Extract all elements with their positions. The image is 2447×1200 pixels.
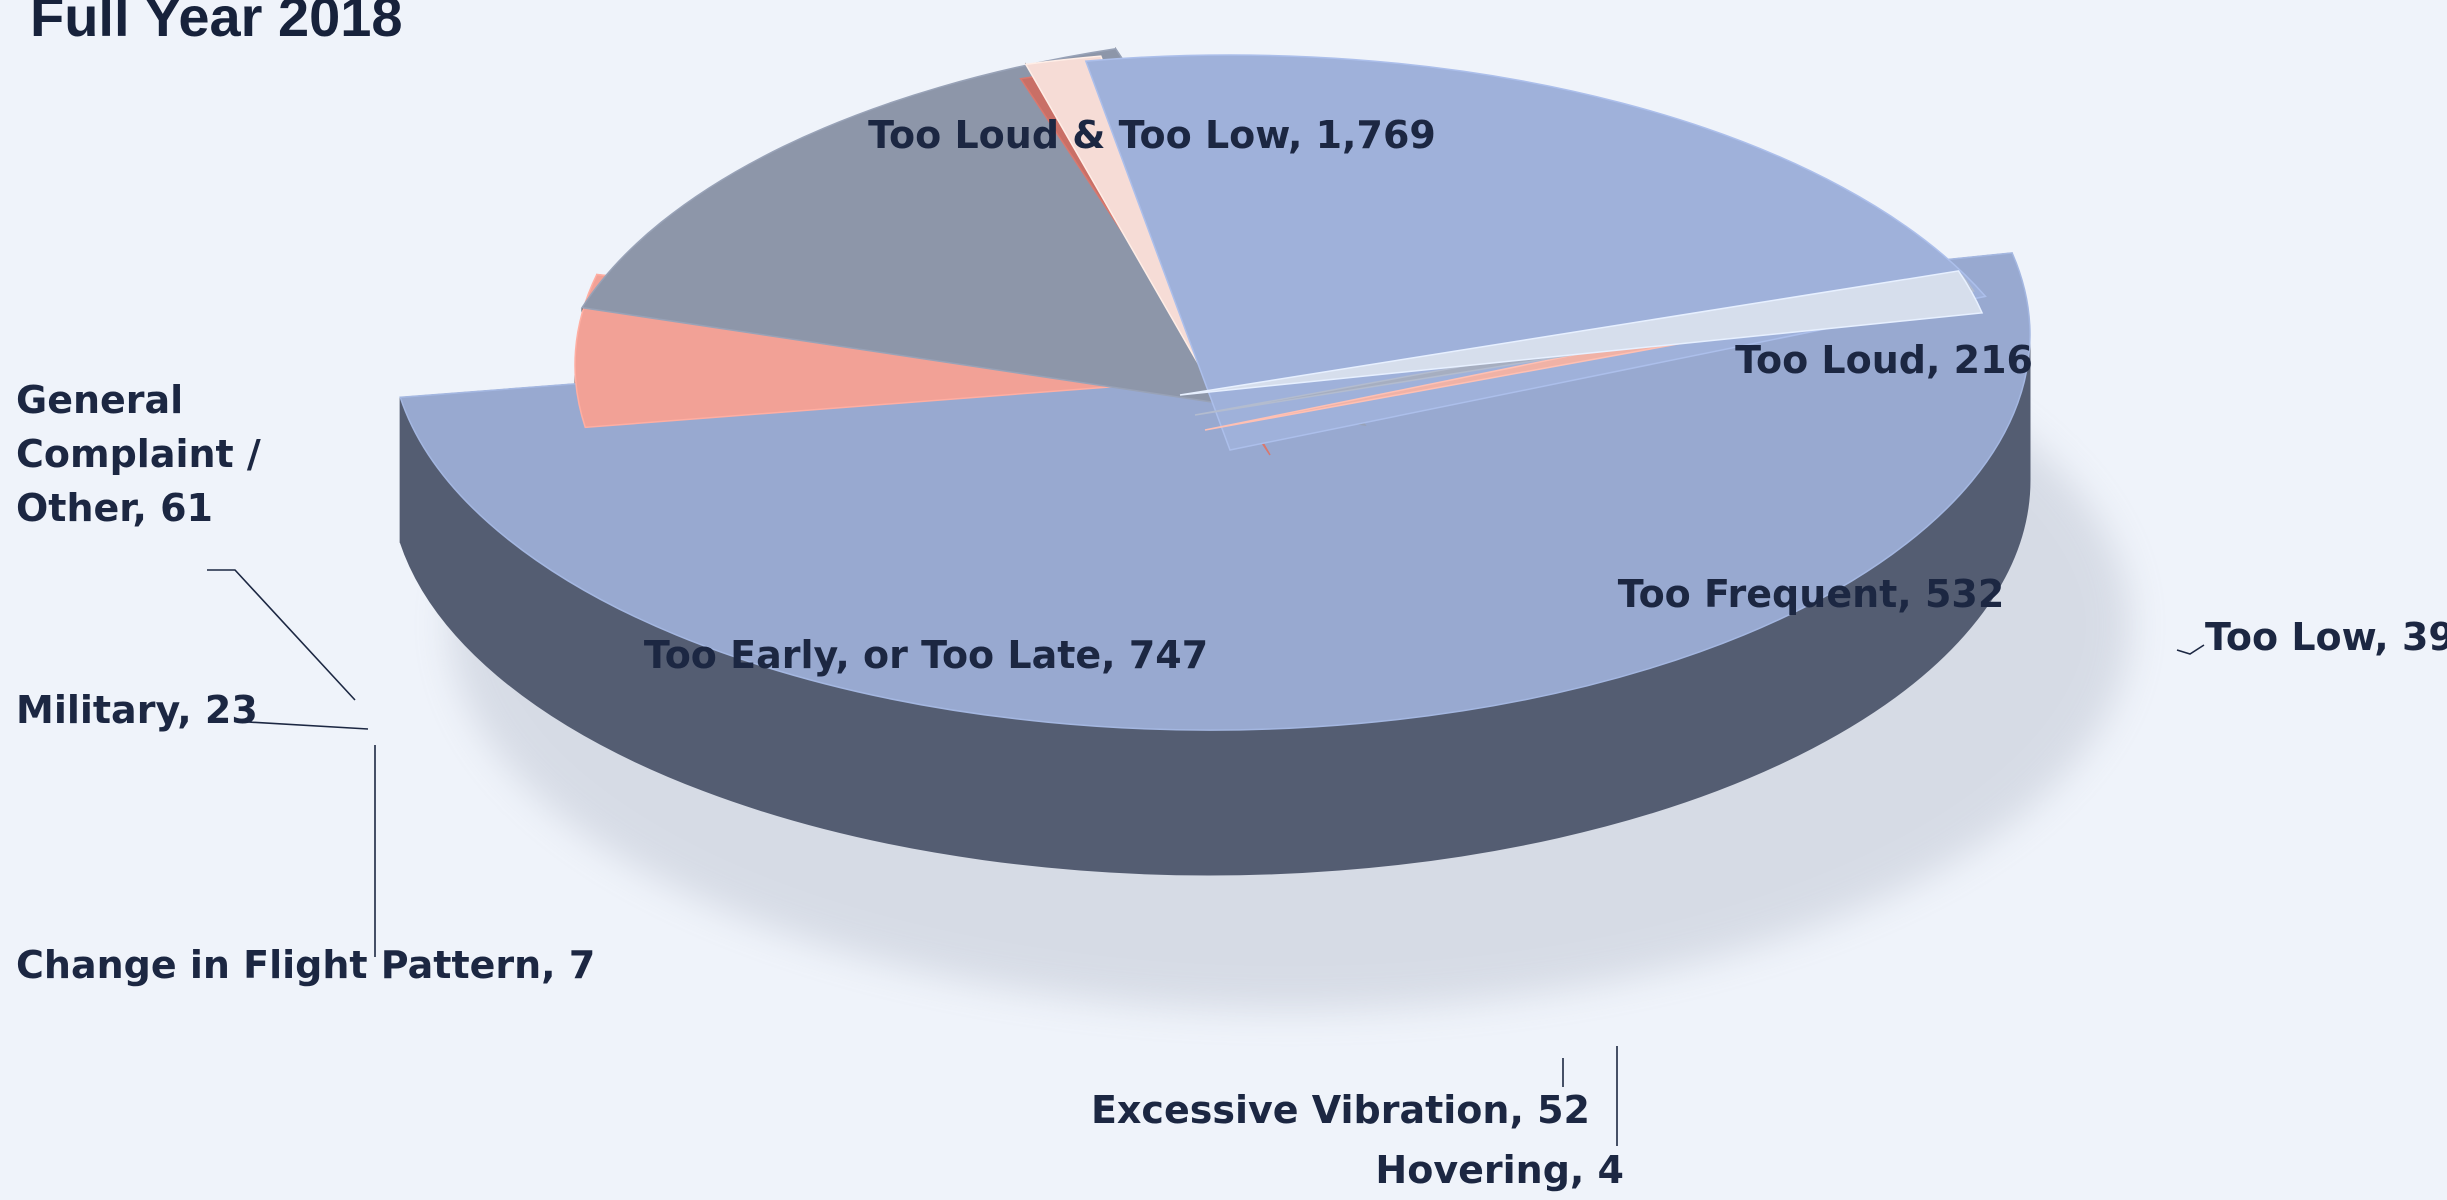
data-label-loud_low: Too Loud & Too Low, 1,769 (868, 113, 1436, 157)
data-label-frequent: Too Frequent, 532 (1618, 572, 2005, 616)
chart-title: Full Year 2018 (30, 0, 403, 48)
leader-line-military (247, 721, 369, 730)
data-label-military: Military, 23 (16, 688, 258, 732)
slice-general (1179, 270, 1984, 396)
leader-line-general (207, 569, 356, 701)
data-label-vibration: Excessive Vibration, 52 (1091, 1088, 1590, 1132)
data-label-early: Too Early, or Too Late, 747 (644, 633, 1208, 677)
data-label-low: Too Low, 39 (2205, 615, 2447, 659)
data-label-hovering: Hovering, 4 (1375, 1148, 1624, 1192)
slice-early (1084, 54, 1987, 451)
data-label-change: Change in Flight Pattern, 7 (16, 943, 595, 987)
data-label-general: General Complaint / Other, 61 (16, 378, 261, 530)
data-label-loud: Too Loud, 216 (1735, 338, 2033, 382)
slice-vibration (1024, 55, 1246, 446)
leader-line-low (2176, 644, 2205, 655)
